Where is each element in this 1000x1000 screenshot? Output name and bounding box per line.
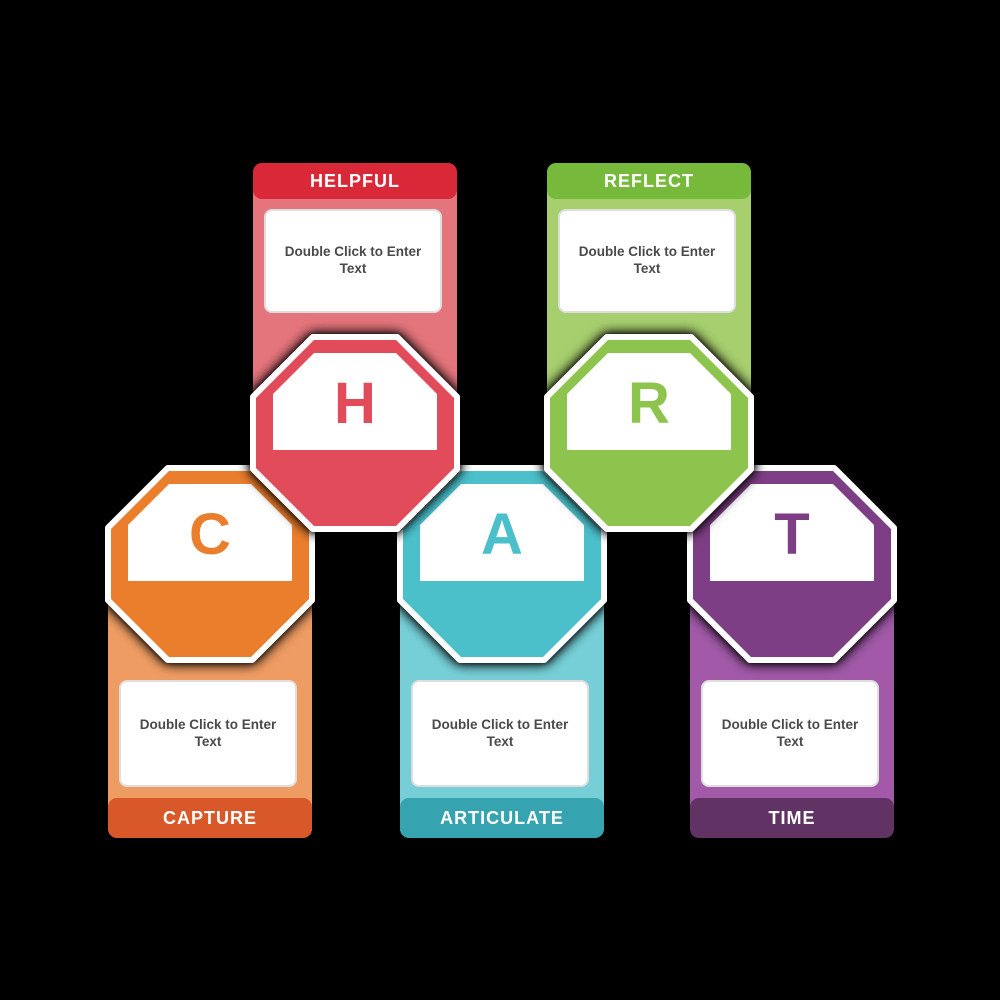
card-capture: Double Click to Enter Text CAPTURE C bbox=[105, 0, 315, 1000]
acronym-letter: R bbox=[628, 371, 670, 436]
capture-text-box[interactable]: Double Click to Enter Text bbox=[119, 680, 297, 787]
letter-plate-shape bbox=[273, 353, 437, 450]
reflect-octagon[interactable]: R bbox=[544, 334, 754, 532]
letter-plate-shape bbox=[420, 484, 584, 581]
reflect-title-banner[interactable]: REFLECT bbox=[547, 163, 751, 199]
letter-plate-shape bbox=[567, 353, 731, 450]
capture-octagon[interactable]: C bbox=[105, 465, 315, 663]
helpful-octagon[interactable]: H bbox=[250, 334, 460, 532]
placeholder-text: Double Click to Enter Text bbox=[578, 244, 716, 276]
card-helpful: HELPFUL Double Click to Enter Text H bbox=[250, 0, 460, 1000]
time-text-box[interactable]: Double Click to Enter Text bbox=[701, 680, 879, 787]
card-articulate: Double Click to Enter Text ARTICULATE A bbox=[397, 0, 607, 1000]
placeholder-text: Double Click to Enter Text bbox=[139, 716, 277, 749]
helpful-title-banner[interactable]: HELPFUL bbox=[253, 163, 457, 199]
letter-plate-shape bbox=[128, 484, 292, 581]
time-title-banner[interactable]: TIME bbox=[690, 798, 894, 838]
articulate-title-banner[interactable]: ARTICULATE bbox=[400, 798, 604, 838]
acronym-letter: H bbox=[334, 371, 376, 436]
acronym-letter: T bbox=[774, 502, 809, 567]
letter-plate-shape bbox=[710, 484, 874, 581]
capture-title-banner[interactable]: CAPTURE bbox=[108, 798, 312, 838]
placeholder-text: Double Click to Enter Text bbox=[431, 716, 569, 749]
acronym-letter: C bbox=[189, 502, 231, 567]
card-time: Double Click to Enter Text TIME T bbox=[687, 0, 897, 1000]
articulate-text-box[interactable]: Double Click to Enter Text bbox=[411, 680, 589, 787]
articulate-octagon[interactable]: A bbox=[397, 465, 607, 663]
time-octagon[interactable]: T bbox=[687, 465, 897, 663]
helpful-text-box[interactable]: Double Click to Enter Text bbox=[264, 209, 442, 313]
placeholder-text: Double Click to Enter Text bbox=[284, 244, 422, 276]
acronym-letter: A bbox=[481, 502, 523, 567]
placeholder-text: Double Click to Enter Text bbox=[721, 716, 859, 749]
reflect-text-box[interactable]: Double Click to Enter Text bbox=[558, 209, 736, 313]
card-reflect: REFLECT Double Click to Enter Text R bbox=[544, 0, 754, 1000]
